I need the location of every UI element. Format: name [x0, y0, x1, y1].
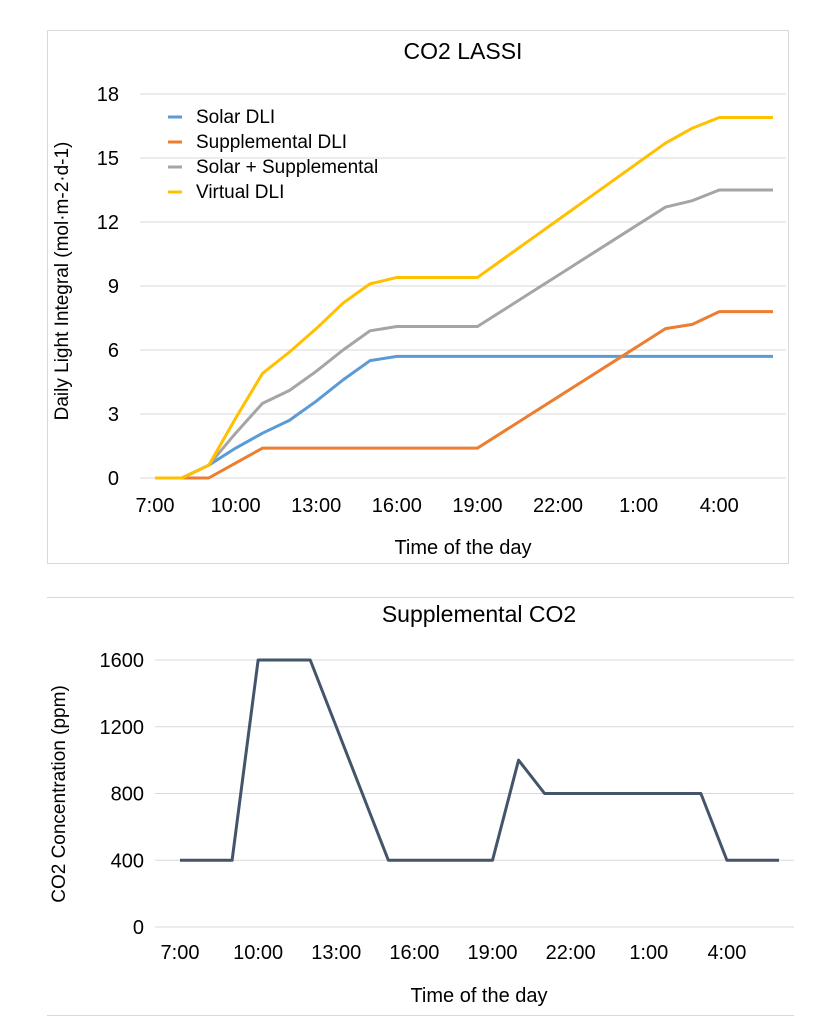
series-line	[155, 310, 773, 480]
x-tick-label: 10:00	[211, 495, 261, 517]
series-line	[180, 658, 779, 862]
series-line	[155, 115, 773, 480]
x-axis-label: Time of the day	[394, 537, 531, 559]
y-tick-label: 9	[108, 276, 119, 298]
x-tick-label: 1:00	[619, 495, 658, 517]
x-tick-label: 22:00	[546, 942, 596, 964]
chart-title: CO2 LASSI	[404, 38, 523, 64]
x-tick-label: 19:00	[467, 942, 517, 964]
legend-label: Solar DLI	[196, 107, 275, 128]
y-tick-label: 12	[97, 212, 119, 234]
legend-label: Solar + Supplemental	[196, 157, 378, 178]
legend-label: Supplemental DLI	[196, 132, 347, 153]
y-tick-label: 0	[108, 468, 119, 490]
y-axis-label: Daily Light Integral (mol·m-2·d-1)	[52, 142, 73, 421]
y-tick-label: 800	[111, 784, 144, 806]
x-tick-label: 4:00	[707, 942, 746, 964]
x-tick-label: 16:00	[389, 942, 439, 964]
x-tick-label: 7:00	[136, 495, 175, 517]
series-line	[155, 188, 773, 480]
y-tick-label: 18	[97, 84, 119, 106]
x-tick-label: 13:00	[311, 942, 361, 964]
x-tick-label: 4:00	[700, 495, 739, 517]
series-line	[155, 354, 773, 480]
x-tick-label: 1:00	[629, 942, 668, 964]
dli-chart-svg: CO2 LASSI 0 3 6 9 12 15 18 7:00 10:00 13:00 16:00 19…	[52, 38, 786, 559]
y-tick-label: 3	[108, 404, 119, 426]
chart-title: Supplemental CO2	[382, 601, 576, 627]
x-tick-label: 13:00	[291, 495, 341, 517]
x-axis-label: Time of the day	[410, 985, 547, 1007]
co2-chart-svg: Supplemental CO2 0 400 800 1200 1600 7:00 10:00…	[49, 601, 794, 1007]
y-axis-label: CO2 Concentration (ppm)	[49, 685, 70, 903]
y-tick-label: 400	[111, 850, 144, 872]
chart-panel-co2: Supplemental CO2 0 400 800 1200 1600 7:00 10:00…	[47, 597, 794, 1016]
x-tick-label: 10:00	[233, 942, 283, 964]
legend-label: Virtual DLI	[196, 182, 284, 203]
y-tick-label: 1200	[100, 717, 145, 739]
x-tick-label: 7:00	[161, 942, 200, 964]
y-tick-label: 0	[133, 917, 144, 939]
y-tick-label: 6	[108, 340, 119, 362]
chart-panel-dli: CO2 LASSI 0 3 6 9 12 15 18 7:00 10:00 13:00 16:00 19…	[47, 30, 789, 564]
x-tick-label: 16:00	[372, 495, 422, 517]
x-tick-label: 19:00	[452, 495, 502, 517]
y-tick-label: 15	[97, 148, 119, 170]
y-tick-label: 1600	[100, 650, 145, 672]
x-tick-label: 22:00	[533, 495, 583, 517]
